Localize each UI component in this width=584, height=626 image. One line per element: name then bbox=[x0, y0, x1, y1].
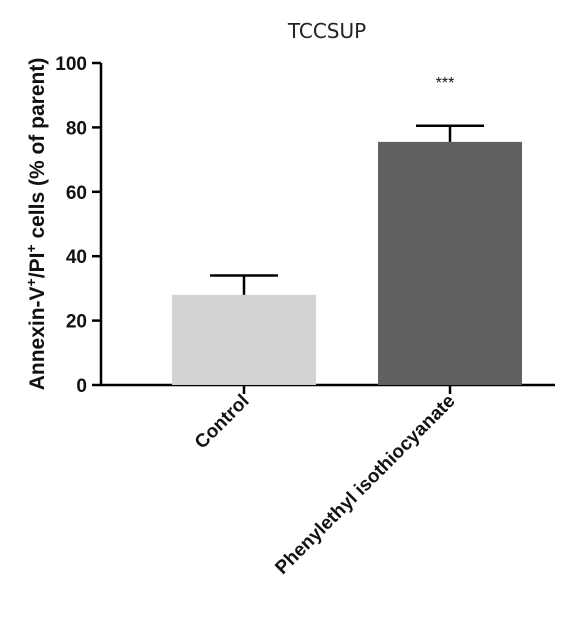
ylabel-part-3: cells (% of parent) bbox=[26, 58, 49, 245]
bar-control bbox=[172, 294, 316, 385]
bar-phenylethyl-isothiocyanate bbox=[378, 141, 522, 385]
y-tick-label: 40 bbox=[66, 247, 87, 268]
ylabel-part-2: /PI bbox=[26, 253, 49, 279]
ylabel-part-1: Annexin-V bbox=[26, 286, 49, 390]
x-tick-label: Phenylethyl isothiocyanate bbox=[271, 391, 459, 579]
y-tick-label: 20 bbox=[66, 312, 87, 333]
y-axis-label: Annexin-V+/PI+ cells (% of parent) bbox=[23, 58, 49, 391]
chart-title: TCCSUP bbox=[287, 19, 366, 43]
significance-label: *** bbox=[436, 75, 455, 92]
y-tick-label: 60 bbox=[66, 183, 87, 204]
y-tick-label: 0 bbox=[76, 376, 87, 397]
significance-annotations: *** bbox=[436, 75, 455, 92]
y-axis: 0 20 40 60 80 100 bbox=[55, 54, 103, 397]
ylabel-superscript-2: + bbox=[23, 244, 39, 252]
y-tick-label: 100 bbox=[55, 54, 87, 75]
error-bars bbox=[210, 124, 484, 295]
x-tick-labels: Control Phenylethyl isothiocyanate bbox=[191, 385, 460, 579]
y-tick-label: 80 bbox=[66, 118, 87, 139]
y-ticks: 0 20 40 60 80 100 bbox=[55, 54, 101, 397]
bars bbox=[172, 141, 522, 385]
ylabel-superscript-1: + bbox=[23, 278, 39, 286]
x-tick-label: Control bbox=[191, 391, 254, 454]
